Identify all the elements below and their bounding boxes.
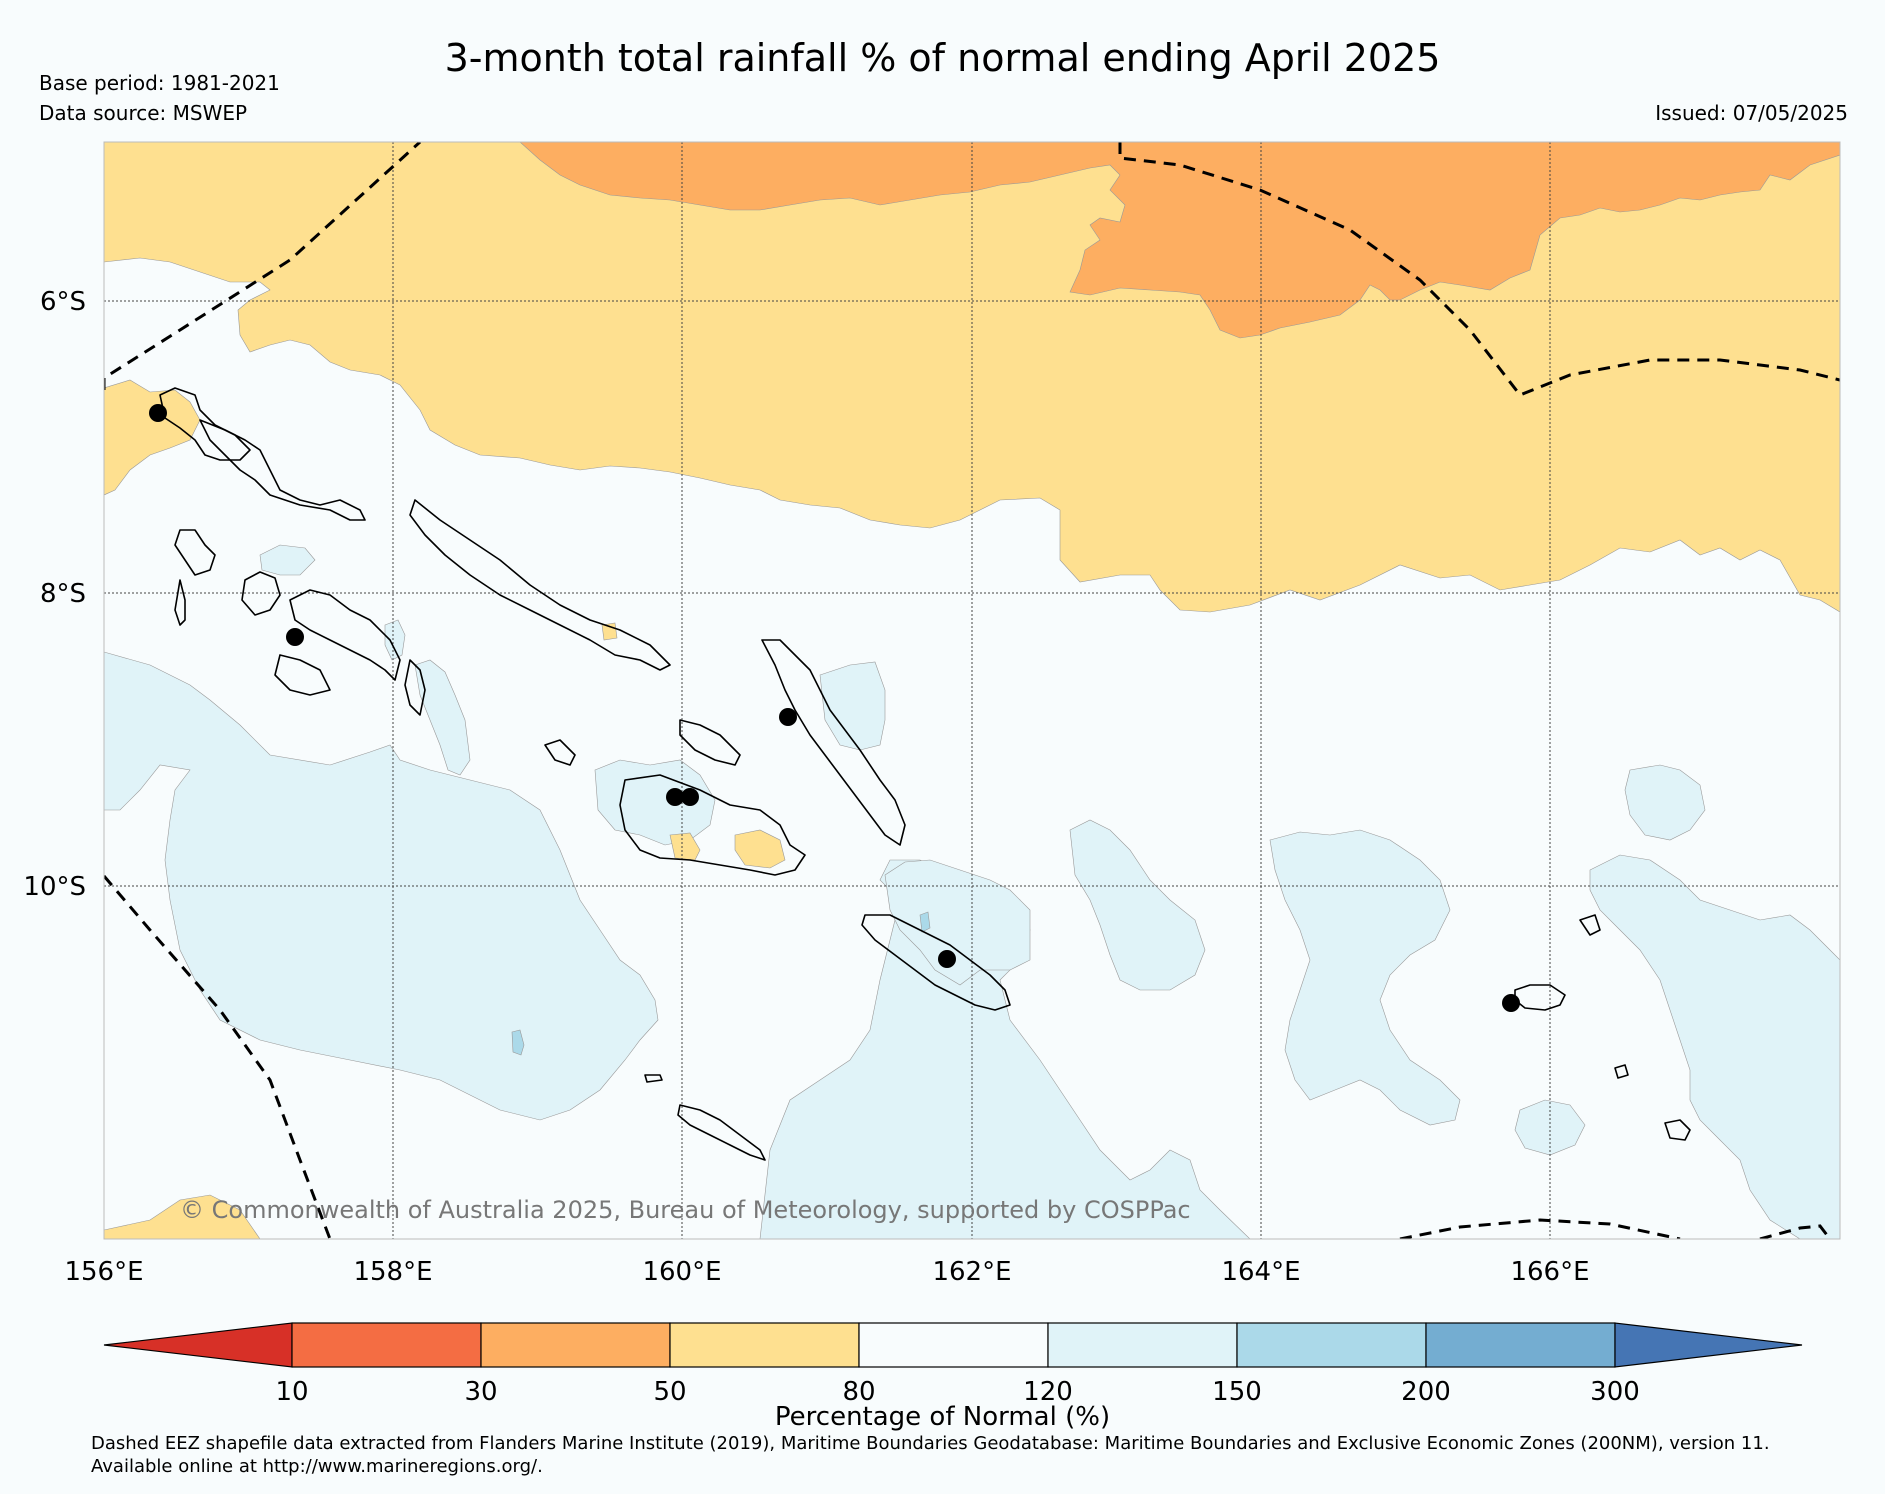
colorbar-tick-120: 120	[1023, 1377, 1073, 1407]
lon-label-160e: 160°E	[642, 1257, 721, 1287]
coastline-santa-isabel	[409, 499, 671, 671]
dry-patch-west	[104, 379, 201, 496]
eez-boundaries	[104, 142, 1840, 1239]
coastline-vanikoro	[1664, 1119, 1691, 1141]
wet-patch-150-200-a	[511, 1029, 525, 1056]
station-marker-buka	[149, 404, 167, 422]
coastline-nggela	[679, 719, 741, 766]
wet-region-far-east	[1589, 854, 1840, 1239]
colorbar-segment-10-30	[291, 1322, 482, 1368]
lon-label-162e: 162°E	[932, 1257, 1011, 1287]
copyright-text: © Commonwealth of Australia 2025, Bureau…	[180, 1196, 1191, 1224]
issued-date-label: Issued: 07/05/2025	[1655, 101, 1848, 125]
wet-region-center	[884, 859, 1031, 986]
station-marker-honiara-west	[666, 788, 684, 806]
coastline-malaita	[761, 639, 906, 846]
wet-region-northeast	[1624, 764, 1706, 841]
footnote-line-2: Available online at http://www.marinereg…	[91, 1456, 543, 1477]
colorbar-segment-200-300	[1425, 1322, 1616, 1368]
wet-region-near-makira	[819, 661, 886, 751]
station-marker-honiara	[681, 788, 699, 806]
coastline-guadalcanal	[619, 774, 806, 876]
station-markers	[149, 404, 1520, 1012]
coastline-russell-islands	[404, 659, 426, 716]
colorbar-tick-30: 30	[464, 1377, 497, 1407]
wet-patch-150-200-b	[919, 911, 931, 933]
footnote-line-1: Dashed EEZ shapefile data extracted from…	[91, 1433, 1770, 1454]
eez-boundary-northeast	[1118, 142, 1840, 397]
colorbar-tick-50: 50	[653, 1377, 686, 1407]
map-title: 3-month total rainfall % of normal endin…	[444, 36, 1441, 80]
station-marker-kirakira	[938, 950, 956, 968]
colorbar-tick-150: 150	[1212, 1377, 1262, 1407]
station-marker-lata	[1502, 994, 1520, 1012]
coastline-rennell	[677, 1104, 766, 1161]
coastline-bougainville	[199, 419, 366, 521]
colorbar: 10 30 50 80 120 150 200 300	[103, 1322, 1803, 1407]
colorbar-tick-80: 80	[842, 1377, 875, 1407]
lon-label-164e: 164°E	[1221, 1257, 1300, 1287]
lat-label-10s: 10°S	[23, 872, 86, 902]
coastline-vella-lavella	[241, 571, 281, 616]
dry-patch-southwest	[104, 1194, 261, 1239]
wet-region-small-2	[414, 659, 471, 776]
data-source-label: Data source: MSWEP	[39, 101, 248, 125]
lon-label-158e: 158°E	[353, 1257, 432, 1287]
colorbar-segment-150-200	[1236, 1322, 1427, 1368]
eez-boundary-southwest	[104, 875, 332, 1239]
station-marker-munda	[286, 628, 304, 646]
map-border	[103, 141, 1841, 1240]
colorbar-segment-80-120	[858, 1322, 1049, 1368]
coastline-makira	[861, 914, 1011, 1011]
coastline-duff-islands	[1579, 914, 1601, 936]
colorbar-extend-low	[103, 1322, 293, 1368]
wet-patch-small-3	[384, 619, 406, 661]
wet-region-center-east	[1069, 819, 1206, 991]
coastline-rendova	[274, 654, 331, 696]
lat-label-6s: 6°S	[40, 287, 86, 317]
dry-patch-island-2	[734, 829, 786, 869]
lon-label-156e: 156°E	[64, 1257, 143, 1287]
colorbar-extend-high	[1614, 1322, 1803, 1368]
colorbar-segment-50-80	[669, 1322, 860, 1368]
eez-boundary-northwest	[104, 142, 422, 390]
colorbar-tick-200: 200	[1401, 1377, 1451, 1407]
coastline-shortland-islet	[174, 579, 186, 626]
coastline-new-georgia	[289, 589, 401, 681]
wet-region-small-west	[259, 544, 316, 576]
wet-region-east	[1269, 829, 1461, 1126]
colorbar-tick-10: 10	[275, 1377, 308, 1407]
coastline-choiseul-islet	[174, 529, 216, 576]
coastline-florida-islands	[544, 739, 576, 766]
map-frame: © Commonwealth of Australia 2025, Bureau…	[104, 142, 1840, 1239]
colorbar-segment-30-50	[480, 1322, 671, 1368]
dry-patch-island-1	[669, 832, 701, 861]
colorbar-title: Percentage of Normal (%)	[774, 1402, 1111, 1432]
station-marker-auki	[779, 708, 797, 726]
colorbar-segment-120-150	[1047, 1322, 1238, 1368]
coastline-bougainville-north	[159, 387, 251, 461]
coastline-bellona	[644, 1074, 663, 1083]
lat-label-8s: 8°S	[40, 579, 86, 609]
eez-boundary-southeast	[1399, 1218, 1681, 1239]
coastline-utupua	[1614, 1064, 1629, 1079]
coastlines	[159, 387, 1691, 1161]
dry-region-30-50	[519, 142, 1840, 339]
base-period-label: Base period: 1981-2021	[39, 71, 280, 95]
lon-label-166e: 166°E	[1510, 1257, 1589, 1287]
eez-boundary-east-corner	[1759, 1224, 1832, 1239]
colorbar-tick-300: 300	[1590, 1377, 1640, 1407]
graticule	[104, 142, 1840, 1239]
